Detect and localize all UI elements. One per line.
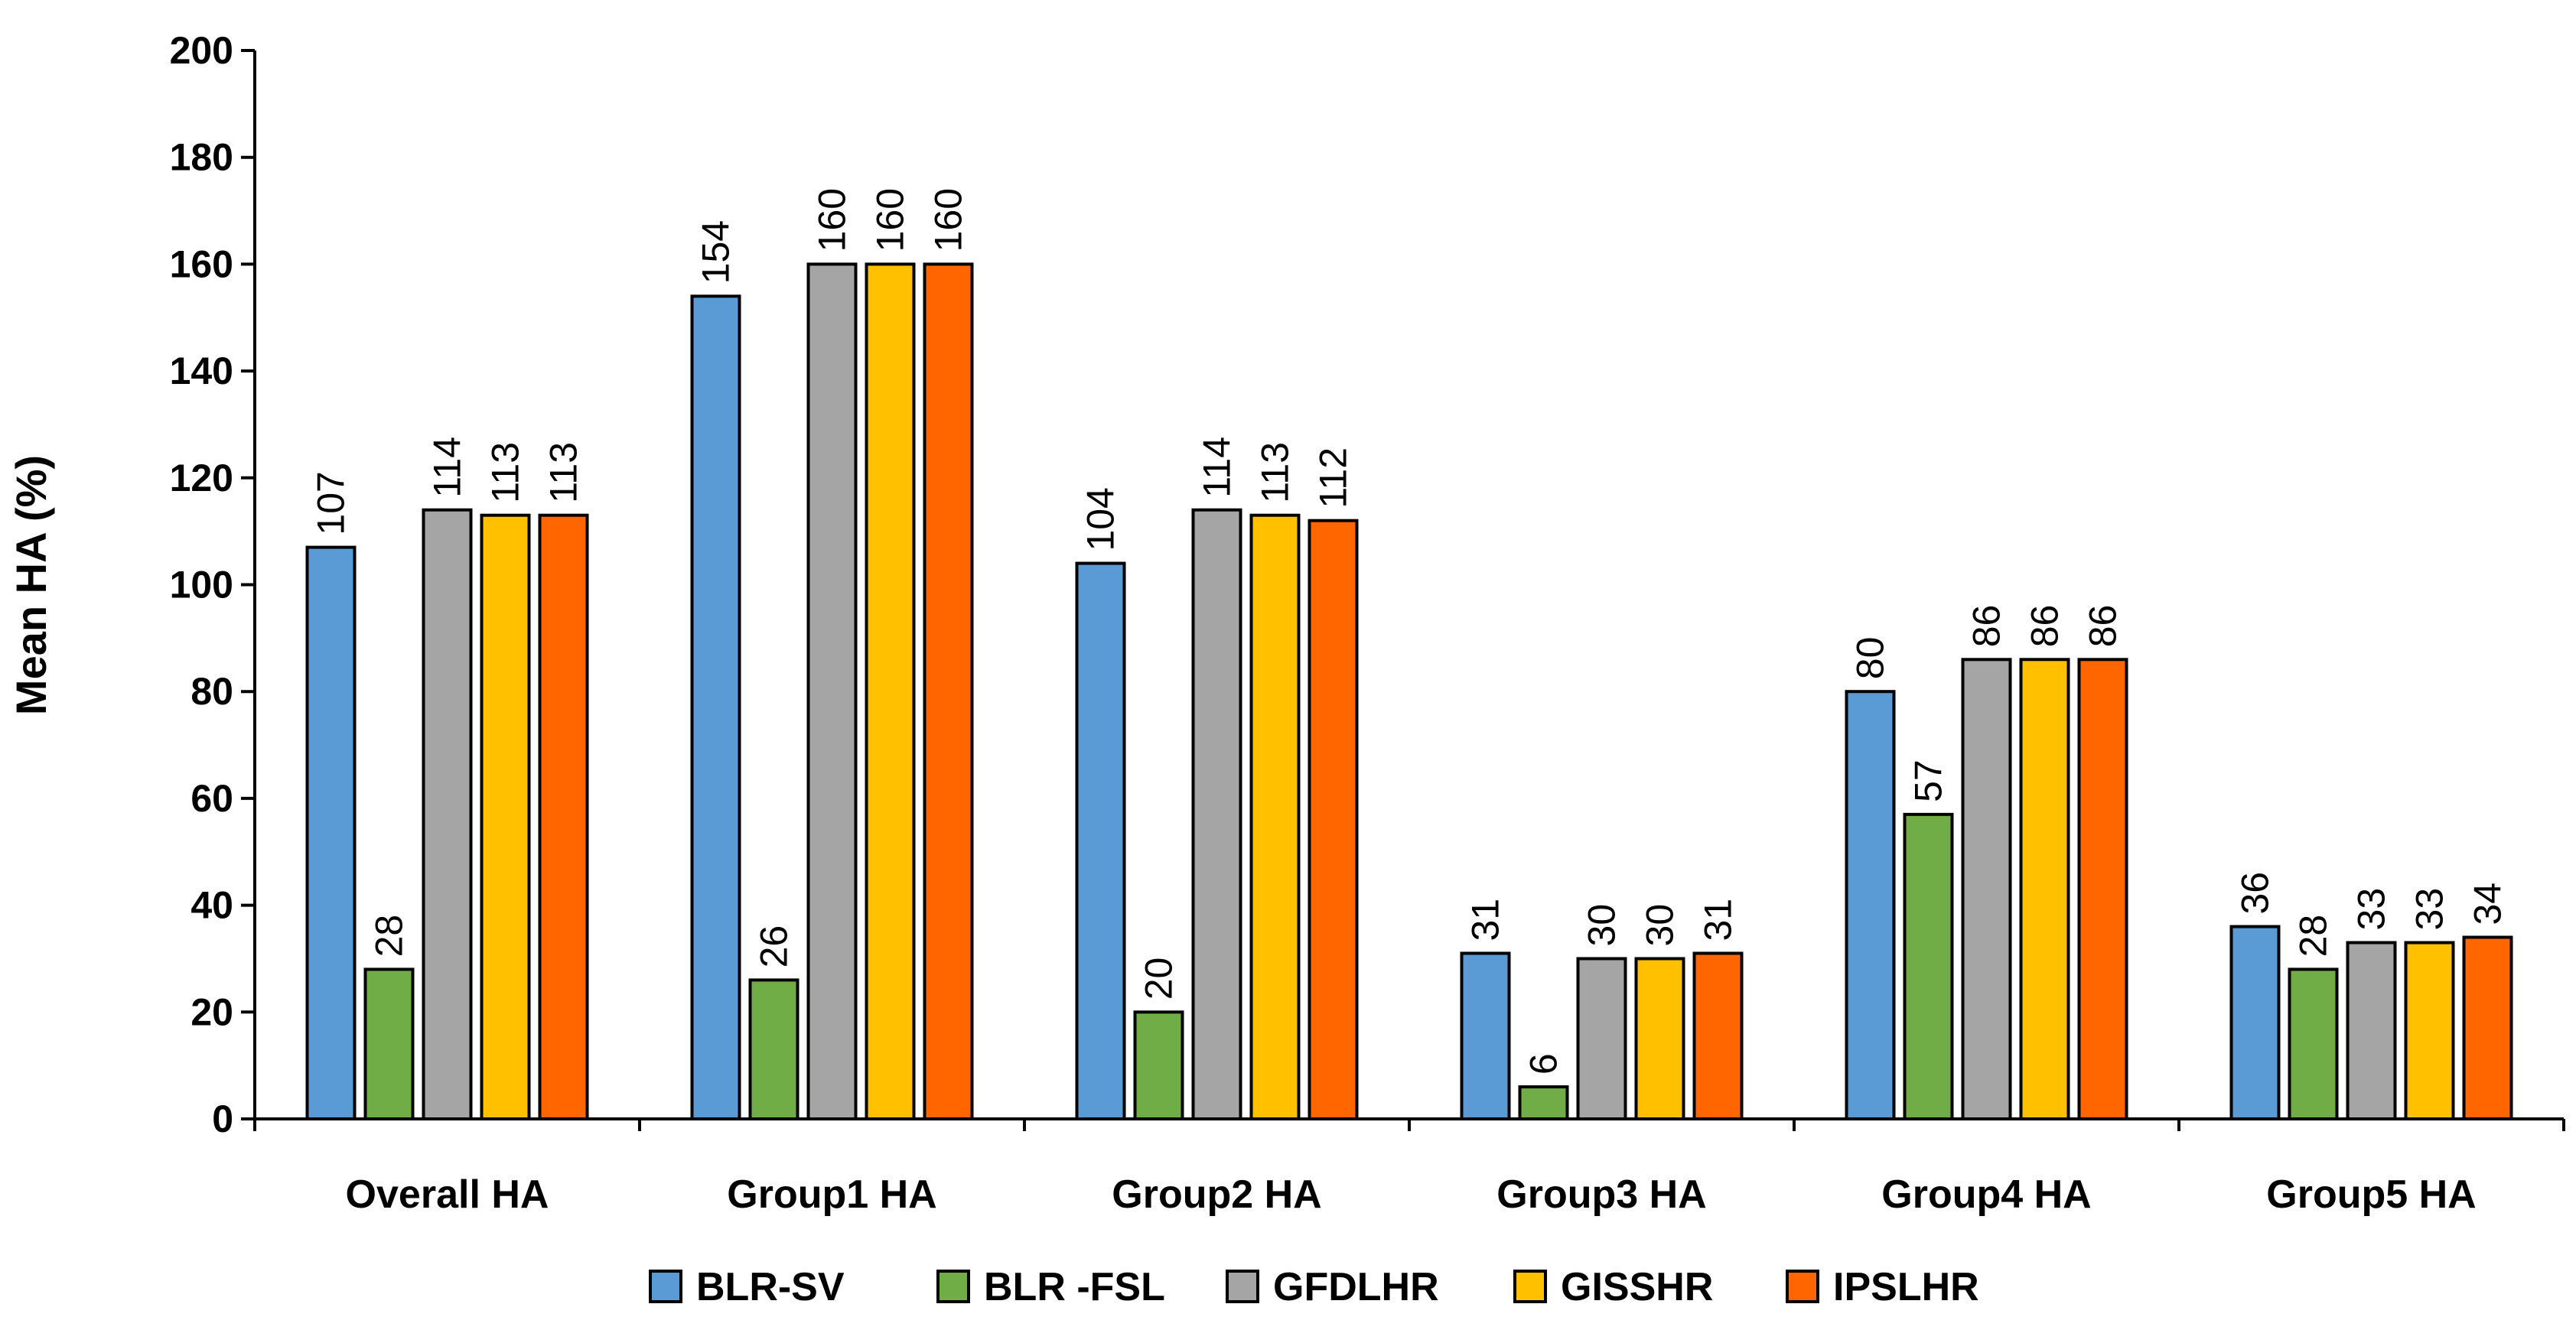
bar [2077, 658, 2128, 1120]
bar [305, 545, 357, 1120]
legend-swatch [1513, 1270, 1547, 1303]
data-label: 160 [927, 188, 970, 252]
bar [1845, 690, 1896, 1120]
data-label: 6 [1522, 1053, 1565, 1075]
data-label: 86 [2024, 605, 2066, 648]
bar-series-group [305, 262, 2513, 1121]
y-tick-label: 80 [191, 670, 233, 713]
bar [1692, 951, 1744, 1120]
data-label: 114 [426, 437, 469, 498]
bar [1249, 513, 1301, 1120]
data-label: 113 [484, 442, 527, 503]
data-label: 33 [2350, 888, 2393, 931]
bar [690, 294, 741, 1120]
bar [480, 513, 531, 1120]
y-tick-label: 120 [170, 457, 233, 499]
bar [538, 513, 589, 1120]
data-label: 114 [1196, 437, 1239, 498]
data-label: 31 [1464, 899, 1507, 941]
data-label: 160 [811, 188, 854, 252]
bar [2346, 941, 2397, 1120]
data-label: 160 [869, 188, 912, 252]
data-label: 33 [2408, 888, 2451, 931]
x-tick-label: Group5 HA [2266, 1172, 2476, 1217]
data-label: 34 [2467, 883, 2509, 925]
bar [1634, 957, 1685, 1120]
bar [748, 978, 800, 1121]
bar [806, 262, 858, 1120]
y-tick-label: 180 [170, 136, 233, 179]
y-axis-label: Mean HA (%) [7, 455, 55, 715]
y-tick-label: 20 [191, 990, 233, 1033]
legend-swatch [649, 1270, 682, 1303]
data-label: 104 [1080, 487, 1122, 551]
bar [1518, 1085, 1569, 1120]
data-label: 113 [542, 442, 585, 503]
bar [1460, 951, 1511, 1120]
data-labels: 107 28 114 113 113 154 26 160 160 160 104 20 114 113 1… [310, 188, 2509, 1075]
legend-label: GFDLHR [1273, 1265, 1439, 1309]
bar [923, 262, 974, 1120]
y-tick-label: 100 [170, 564, 233, 606]
bar [363, 967, 415, 1121]
bar [422, 508, 473, 1120]
y-tick-label: 200 [170, 29, 233, 72]
data-label: 30 [1581, 904, 1623, 947]
data-label: 86 [1965, 605, 2008, 648]
data-label: 113 [1254, 442, 1297, 503]
y-tick-label: 140 [170, 350, 233, 392]
data-label: 31 [1697, 899, 1740, 941]
data-label: 107 [310, 471, 353, 535]
bar [1133, 1010, 1184, 1121]
y-axis: 0 20 40 60 80 100 120 140 160 180 200 [170, 29, 256, 1140]
y-tick-label: 0 [212, 1097, 233, 1140]
legend-label: IPSLHR [1833, 1265, 1979, 1309]
data-label: 80 [1849, 637, 1892, 680]
x-tick-label: Group1 HA [727, 1172, 936, 1217]
data-label: 26 [753, 925, 796, 968]
bar [2404, 941, 2455, 1120]
data-label: 36 [2234, 872, 2277, 915]
data-label: 30 [1639, 904, 1682, 947]
legend-swatch [1226, 1270, 1259, 1303]
bar [2229, 925, 2281, 1121]
x-tick-label: Group2 HA [1112, 1172, 1321, 1217]
bar [1961, 658, 2012, 1120]
bar [1191, 508, 1242, 1120]
data-label: 112 [1312, 447, 1355, 509]
bar [1576, 957, 1627, 1120]
data-label: 86 [2082, 605, 2125, 648]
bar [1903, 812, 1954, 1120]
data-label: 57 [1907, 759, 1950, 802]
data-label: 28 [368, 915, 411, 958]
data-label: 20 [1138, 958, 1181, 1000]
x-tick-label: Group3 HA [1496, 1172, 1706, 1217]
legend-swatch [936, 1270, 970, 1303]
legend: BLR-SV BLR -FSL GFDLHR GISSHR IPSLHR [649, 1265, 1979, 1309]
bar [1075, 561, 1126, 1120]
x-tick-label: Overall HA [346, 1172, 549, 1217]
y-tick-label: 60 [191, 777, 233, 820]
legend-label: BLR-SV [696, 1265, 845, 1309]
y-tick-label: 160 [170, 242, 233, 285]
x-tick-label: Group4 HA [1881, 1172, 2091, 1217]
data-label: 154 [695, 220, 738, 284]
bar [1308, 519, 1359, 1120]
bar [2288, 967, 2339, 1121]
legend-label: BLR -FSL [984, 1265, 1165, 1309]
legend-label: GISSHR [1561, 1265, 1713, 1309]
data-label: 28 [2292, 915, 2335, 958]
legend-swatch [1786, 1270, 1819, 1303]
y-tick-label: 40 [191, 884, 233, 927]
bar [2462, 935, 2513, 1121]
x-axis: Overall HA Group1 HA Group2 HA Group3 HA Gro… [253, 1117, 2565, 1217]
bar [865, 262, 916, 1120]
bar [2019, 658, 2070, 1120]
